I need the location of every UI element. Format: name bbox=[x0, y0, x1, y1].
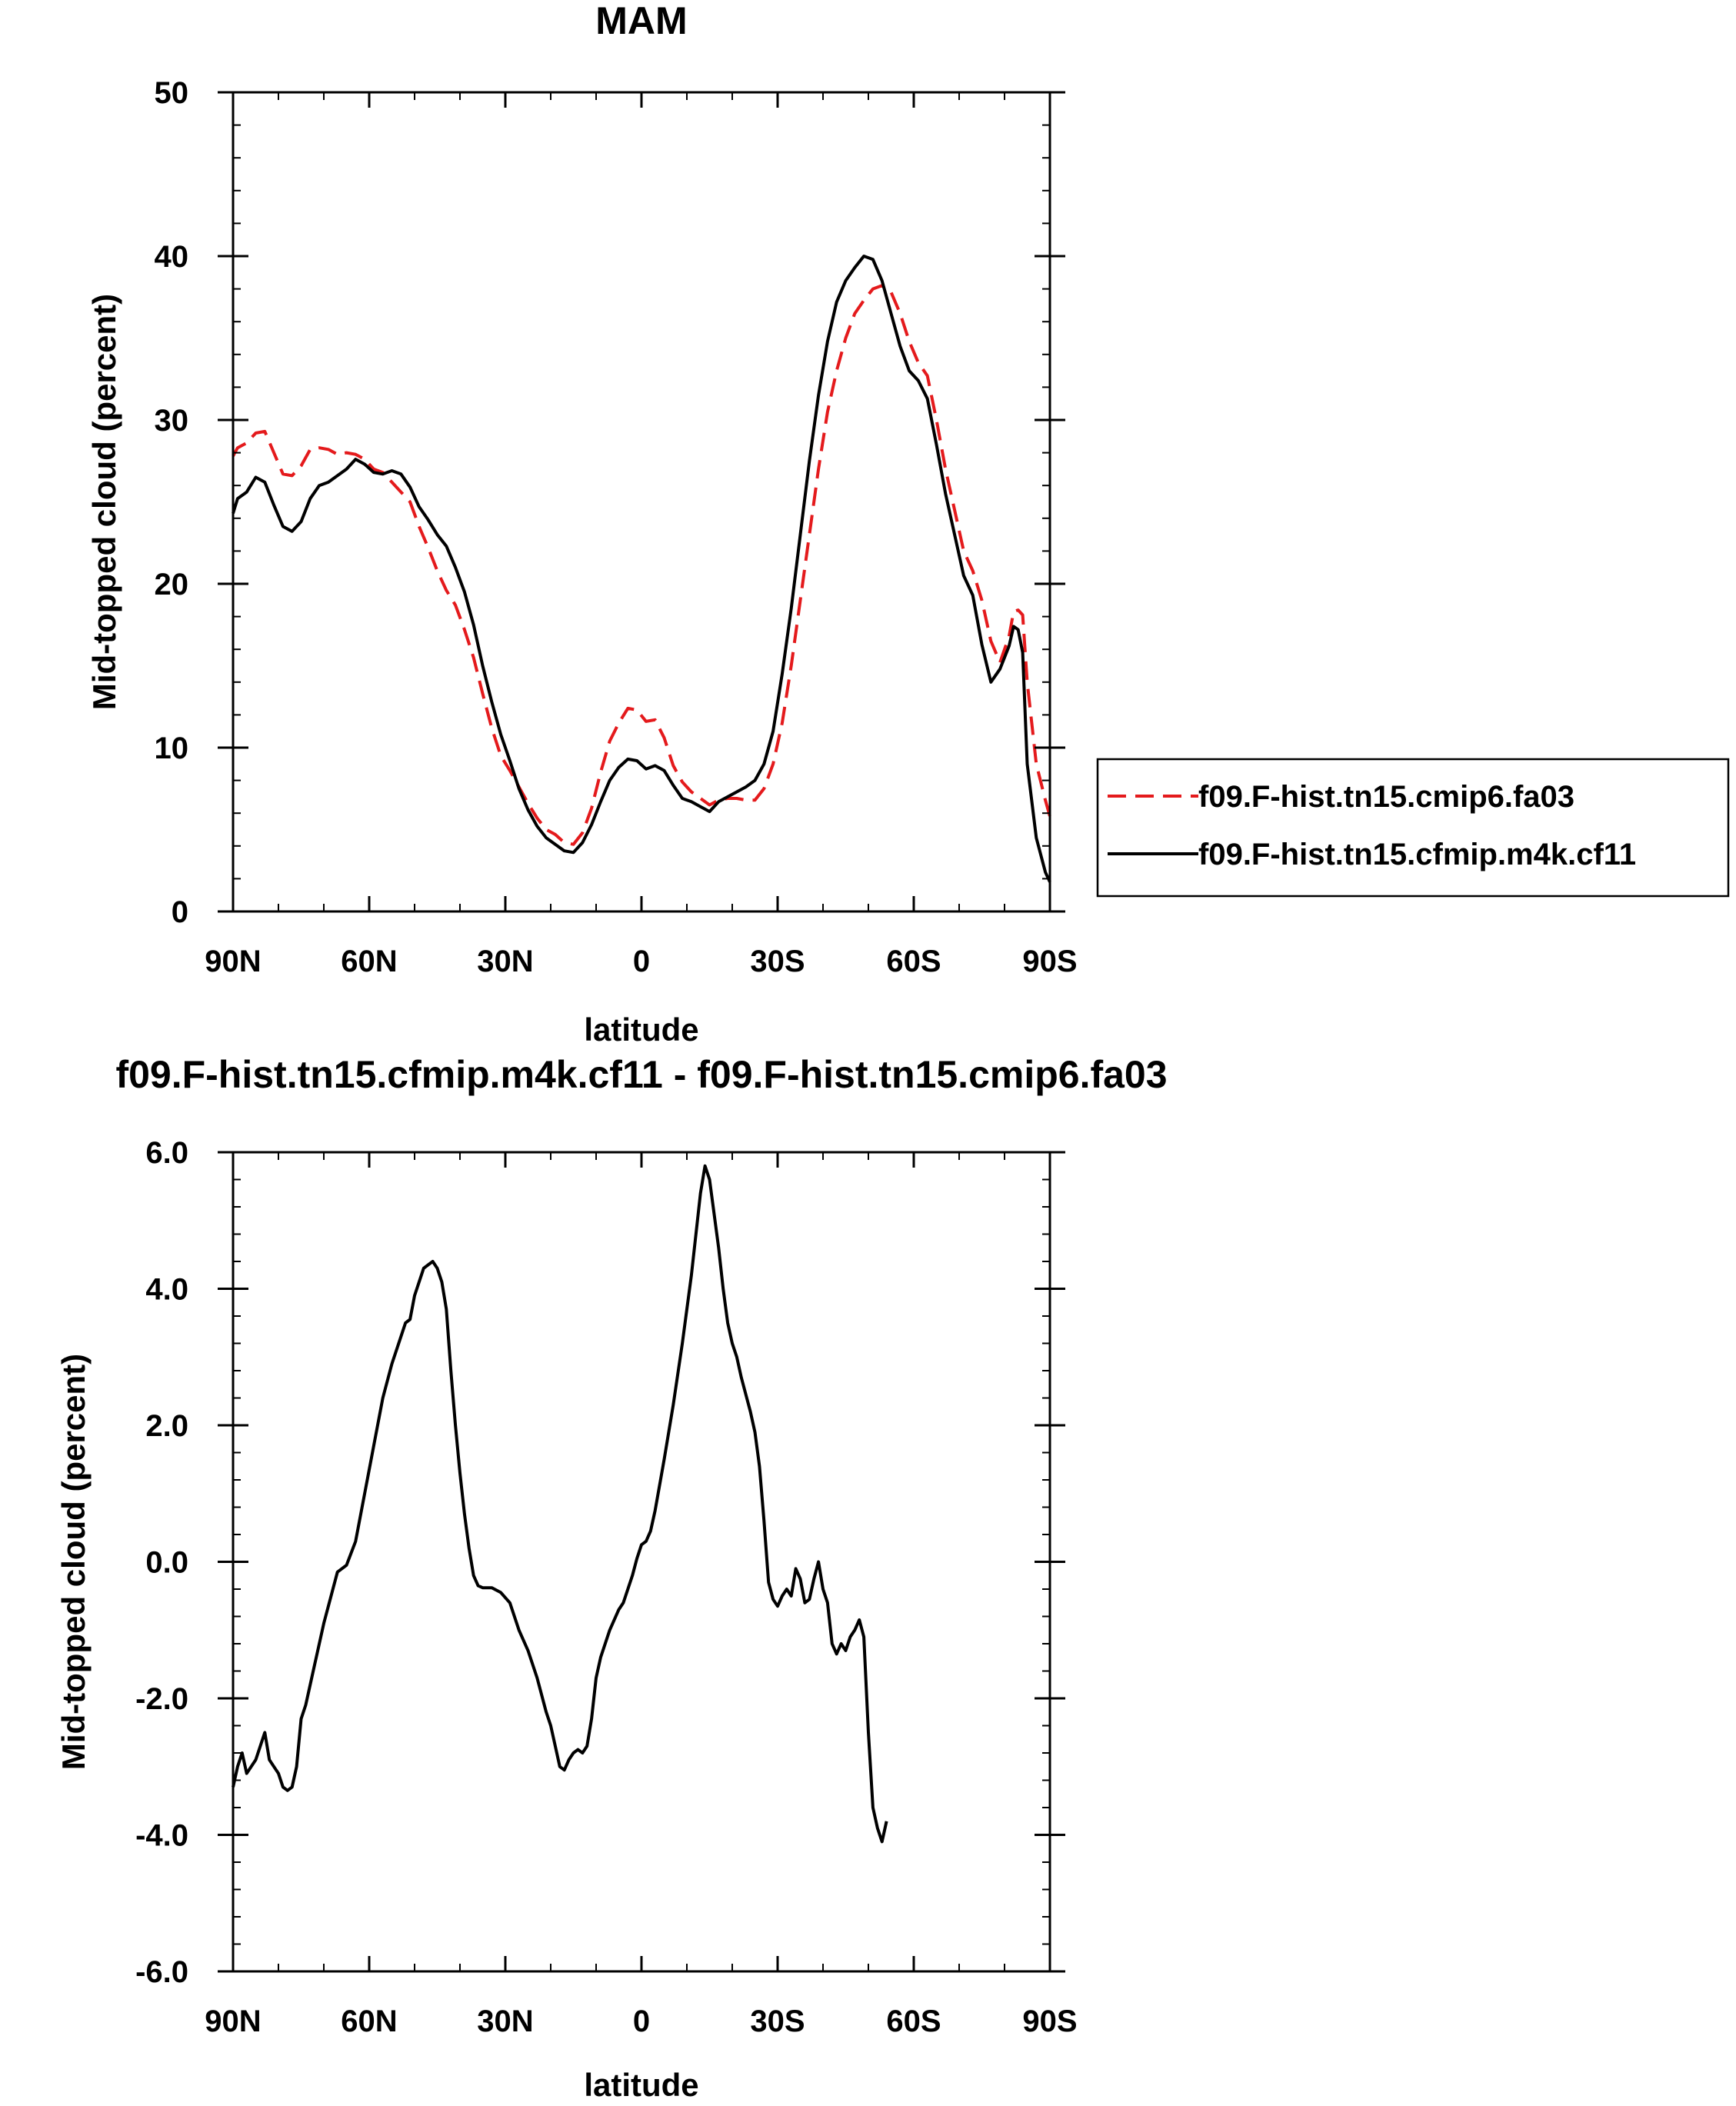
y-tick-label: 2.0 bbox=[145, 1409, 188, 1443]
x-tick-label: 90N bbox=[205, 2004, 261, 2038]
top-plot-frame bbox=[232, 91, 1051, 913]
top-chart-y-axis-label: Mid-topped cloud (percent) bbox=[86, 294, 122, 710]
top-series-line-1 bbox=[232, 284, 1051, 846]
legend-label-cfmip: f09.F-hist.tn15.cfmip.m4k.cf11 bbox=[1198, 838, 1636, 871]
x-tick-label: 0 bbox=[633, 2004, 650, 2038]
y-tick-label: 40 bbox=[155, 240, 189, 274]
top-chart-title: MAM bbox=[595, 0, 687, 42]
y-tick-label: -4.0 bbox=[135, 1819, 188, 1853]
bottom-plot-frame bbox=[232, 1151, 1051, 1973]
x-tick-label: 90S bbox=[1022, 945, 1077, 978]
legend-label-cmip6: f09.F-hist.tn15.cmip6.fa03 bbox=[1198, 780, 1574, 814]
bottom-chart-title: f09.F-hist.tn15.cfmip.m4k.cf11 - f09.F-h… bbox=[115, 1053, 1167, 1096]
y-tick-label: 20 bbox=[155, 568, 189, 601]
x-tick-label: 90S bbox=[1022, 2004, 1077, 2038]
x-tick-label: 0 bbox=[633, 945, 650, 978]
x-tick-label: 90N bbox=[205, 945, 261, 978]
x-tick-label: 60S bbox=[886, 2004, 941, 2038]
x-tick-label: 30S bbox=[750, 945, 805, 978]
y-tick-label: 10 bbox=[155, 731, 189, 765]
top-chart: MAM 90N 60N 30N 0 30S 60S 90S 0 10 20 30 40 50 Mid-t… bbox=[86, 0, 1730, 1048]
x-tick-label: 30N bbox=[477, 2004, 533, 2038]
bottom-chart: f09.F-hist.tn15.cfmip.m4k.cf11 - f09.F-h… bbox=[55, 1053, 1168, 2103]
legend-box bbox=[1096, 758, 1730, 898]
y-tick-label: 50 bbox=[155, 76, 189, 110]
x-tick-label: 30N bbox=[477, 945, 533, 978]
bottom-chart-lines bbox=[232, 1164, 888, 1844]
bottom-chart-axes: 90N 60N 30N 0 30S 60S 90S -6.0 -4.0 -2.0 0.0 2.0 4.0… bbox=[135, 1136, 1078, 2038]
x-tick-label: 60N bbox=[341, 945, 397, 978]
y-tick-label: 6.0 bbox=[145, 1136, 188, 1170]
x-tick-label: 60S bbox=[886, 945, 941, 978]
y-tick-label: 0 bbox=[172, 895, 188, 929]
bottom-chart-y-axis-label: Mid-topped cloud (percent) bbox=[55, 1354, 92, 1770]
y-tick-label: 4.0 bbox=[145, 1273, 188, 1307]
top-chart-axes: 90N 60N 30N 0 30S 60S 90S 0 10 20 30 40 50 bbox=[155, 76, 1078, 978]
y-tick-label: 0.0 bbox=[145, 1546, 188, 1580]
top-chart-lines bbox=[232, 255, 1051, 883]
bottom-series-line-1 bbox=[232, 1164, 888, 1844]
bottom-chart-x-axis-label: latitude bbox=[584, 2067, 698, 2103]
y-tick-label: 30 bbox=[155, 404, 189, 438]
top-chart-x-axis-label: latitude bbox=[584, 1011, 698, 1048]
y-tick-label: -6.0 bbox=[135, 1955, 188, 1989]
y-tick-label: -2.0 bbox=[135, 1682, 188, 1716]
x-tick-label: 30S bbox=[750, 2004, 805, 2038]
legend: f09.F-hist.tn15.cmip6.fa03 f09.F-hist.tn… bbox=[1096, 758, 1730, 898]
x-tick-label: 60N bbox=[341, 2004, 397, 2038]
top-series-line-2 bbox=[232, 255, 1051, 883]
